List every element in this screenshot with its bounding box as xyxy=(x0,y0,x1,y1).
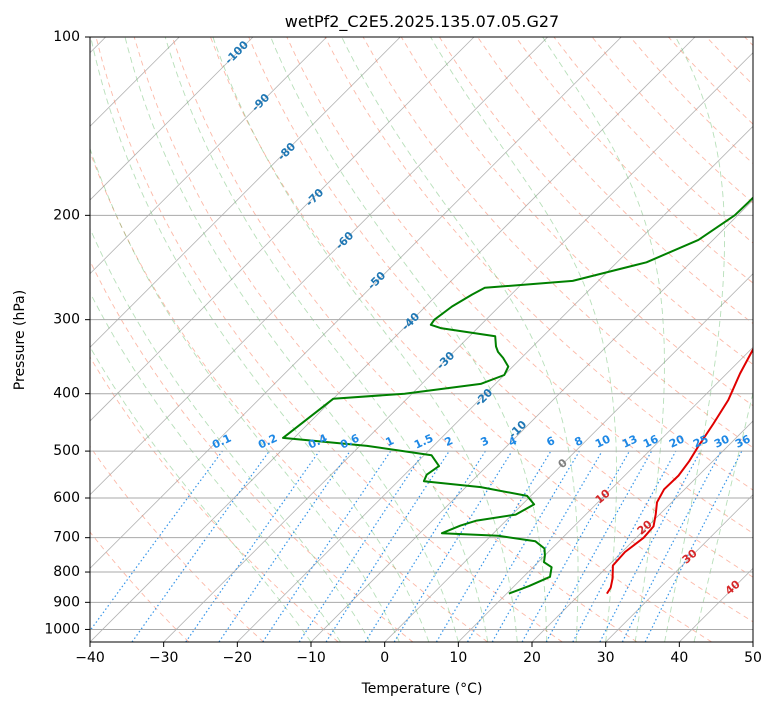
chart-title: wetPf2_C2E5.2025.135.07.05.G27 xyxy=(285,12,559,32)
moist-adiabat-line xyxy=(90,227,371,642)
x-tick-label: 30 xyxy=(597,650,615,666)
moist-adiabat-line xyxy=(90,345,312,642)
dry-adiabat-line xyxy=(210,37,753,623)
dry-adiabat-line xyxy=(133,37,638,642)
y-tick-label: 100 xyxy=(53,29,80,45)
isotherm-line xyxy=(531,420,753,642)
mixing-ratio-label: 36 xyxy=(733,432,753,450)
isotherm-line xyxy=(90,37,254,201)
x-tick-label: 50 xyxy=(744,650,762,666)
isotherm-line xyxy=(458,346,753,642)
x-tick-label: 10 xyxy=(449,650,467,666)
dry-adiabat-line xyxy=(439,37,753,365)
y-tick-label: 600 xyxy=(53,490,80,506)
moist-adiabat-line xyxy=(164,37,489,642)
x-tick-label: −40 xyxy=(75,650,105,666)
mixing-ratio-line xyxy=(393,450,513,642)
grid-layer xyxy=(90,37,753,642)
moist-adiabat-line xyxy=(124,37,459,642)
isotherm-line xyxy=(384,273,753,642)
isotherm-line xyxy=(605,494,753,642)
mixing-ratio-line xyxy=(90,450,223,632)
y-tick-label: 1000 xyxy=(44,621,80,637)
x-axis-label: Temperature (°C) xyxy=(361,681,483,697)
dry-adiabat-line xyxy=(400,37,753,407)
x-tick-label: 40 xyxy=(670,650,688,666)
isotherm-line xyxy=(752,641,753,642)
mixing-ratio-line xyxy=(131,450,270,642)
dry-adiabat-line xyxy=(515,37,753,284)
moist-adiabat-line xyxy=(341,37,579,642)
y-tick-label: 400 xyxy=(53,386,80,402)
dry-adiabat-line xyxy=(90,445,264,642)
dry-adiabat-line xyxy=(90,531,190,642)
x-tick-label: −20 xyxy=(223,650,253,666)
moist-adiabat-line xyxy=(542,37,665,642)
y-tick-label: 300 xyxy=(53,312,80,328)
mixing-ratio-label: 20 xyxy=(667,432,687,450)
isotherm-line xyxy=(163,52,753,642)
moist-adiabat-line xyxy=(430,37,617,642)
dry-adiabat-line xyxy=(248,37,753,578)
dry-adiabat-line xyxy=(90,150,488,642)
moist-adiabat-line xyxy=(90,37,430,642)
moist-adiabat-line xyxy=(90,291,341,642)
dewpoint-profile-line xyxy=(282,196,753,595)
isotherm-line xyxy=(237,125,753,642)
data-layer xyxy=(282,196,753,595)
mixing-ratio-line xyxy=(262,450,392,642)
mixing-ratio-line xyxy=(545,450,653,642)
moist-adiabat-line xyxy=(693,391,753,642)
mixing-ratio-label: 13 xyxy=(620,432,639,450)
plot-frame xyxy=(89,36,754,643)
mixing-ratio-line xyxy=(325,450,450,642)
isotherm-line xyxy=(90,37,327,275)
y-tick-label: 800 xyxy=(53,564,80,580)
y-axis-label: Pressure (hPa) xyxy=(12,290,28,390)
y-tick-label: 900 xyxy=(53,594,80,610)
y-tick-label: 500 xyxy=(53,443,80,459)
dry-adiabat-line xyxy=(90,259,414,642)
mixing-ratio-line xyxy=(644,450,743,642)
mixing-ratio-line xyxy=(298,450,425,642)
mixing-ratio-label: 25 xyxy=(691,432,710,450)
isotherm-line xyxy=(90,37,401,348)
isotherm-line xyxy=(90,37,622,569)
y-tick-label: 700 xyxy=(53,530,80,546)
y-tick-label: 200 xyxy=(53,207,80,223)
isotherm-line xyxy=(90,37,475,422)
isotherm-line xyxy=(90,37,548,496)
mixing-ratio-line xyxy=(521,450,631,642)
moist-adiabat-line xyxy=(270,37,548,642)
mixing-ratio-label: 16 xyxy=(641,432,661,450)
moist-adiabat-line xyxy=(664,37,726,642)
axis-layer: −40 −30 −20 −10 0 10 20 30 40 50 100 200 300 400 500 60… xyxy=(44,29,762,666)
dry-adiabat-line xyxy=(95,37,563,642)
mixing-ratio-line xyxy=(185,450,320,642)
isotherm-line xyxy=(90,37,696,642)
mixing-ratio-label: 30 xyxy=(712,432,732,450)
dry-adiabat-line xyxy=(90,356,339,642)
mixing-ratio-line xyxy=(218,450,351,642)
dry-adiabat-line xyxy=(171,37,712,642)
temperature-profile-line xyxy=(606,347,753,595)
x-tick-label: 20 xyxy=(523,650,541,666)
plot-background xyxy=(90,37,753,642)
moist-adiabat-line xyxy=(212,37,518,642)
x-tick-label: −30 xyxy=(149,650,179,666)
x-tick-label: 0 xyxy=(380,650,389,666)
dry-adiabat-line xyxy=(286,37,753,534)
mixing-ratio-label: 10 xyxy=(593,432,613,450)
x-tick-label: −10 xyxy=(296,650,326,666)
